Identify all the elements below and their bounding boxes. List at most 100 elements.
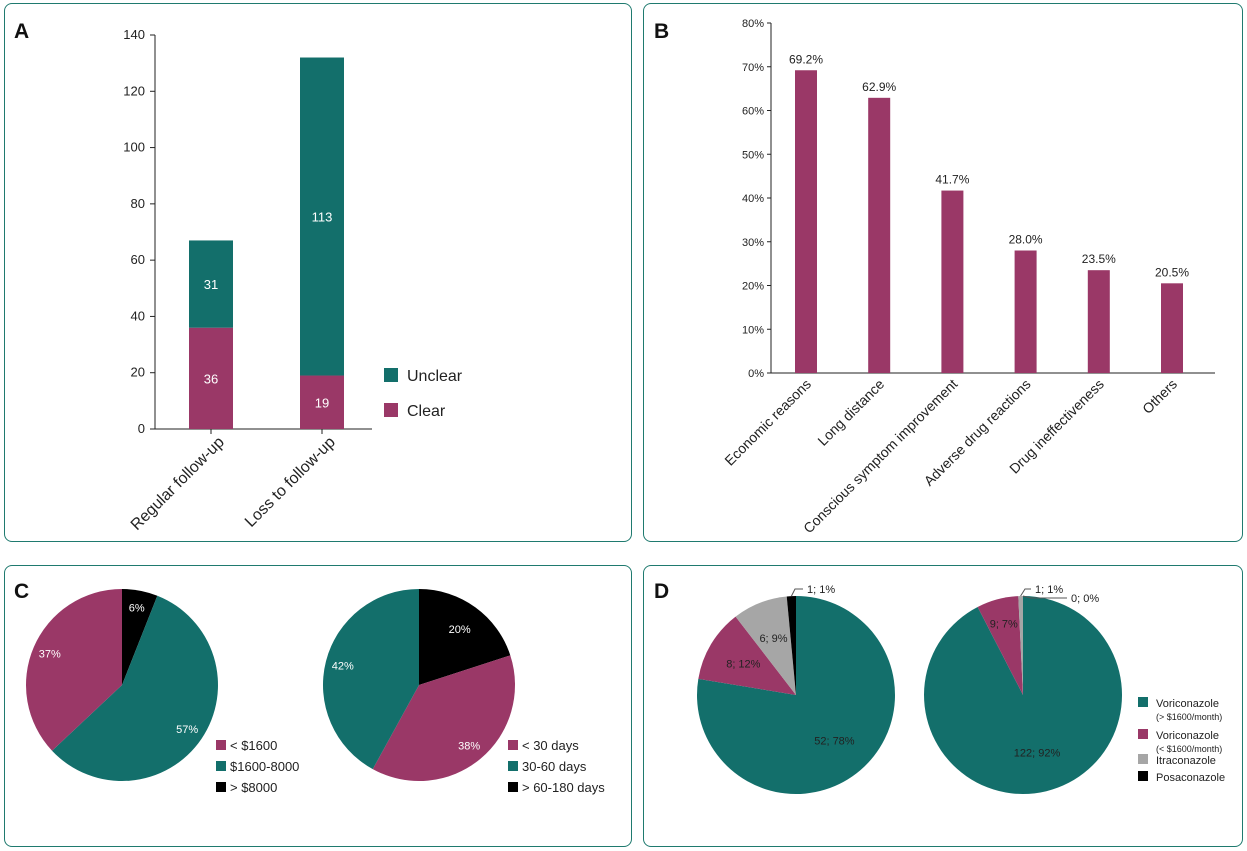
d-legend-label: Itraconazole [1156,755,1216,767]
c2-legend-swatch [508,761,518,771]
c2-slice-label: 42% [332,660,354,672]
panel-label-d: D [654,580,670,603]
a-y-tick-label: 80 [131,196,145,211]
c2-legend-label: 30-60 days [522,759,587,774]
b-y-tick-label: 70% [742,62,764,74]
a-bar-value-label: 113 [312,210,333,225]
b-x-tick-label: Conscious symptom improvement [800,376,960,536]
d1-slice [698,616,796,695]
c1-legend-label: > $8000 [230,780,277,795]
a-bar-value-label: 19 [315,395,329,410]
d2-leader-line [1020,588,1031,597]
a-y-tick-label: 120 [123,83,145,98]
a-bar-clear [300,375,344,429]
c2-slice [372,655,516,782]
d-legend-sublabel: (> $1600/month) [1156,712,1222,722]
c1-legend-label: < $1600 [230,738,277,753]
d2-leader-line [1022,595,1067,599]
c2-legend-label: > 60-180 days [522,780,605,795]
b-bar [1087,270,1110,373]
b-y-tick-label: 30% [742,237,764,249]
a-legend-swatch [384,368,398,382]
a-bar-unclear [189,240,233,328]
a-x-tick-label: Loss to follow-up [242,434,339,531]
b-y-tick-label: 60% [742,106,764,118]
d1-slice-label: 6; 9% [759,633,787,645]
a-bar-unclear [300,57,344,376]
c2-legend-label: < 30 days [522,738,579,753]
d1-slice [786,596,796,695]
b-bar [1161,283,1183,373]
b-y-tick-label: 0% [748,368,764,380]
d2-slice-label: 1; 1% [1035,584,1063,596]
b-x-tick-label: Others [1139,376,1180,417]
a-bar-clear [189,327,233,429]
b-bar-value-label: 62.9% [862,80,896,94]
c1-legend-swatch [216,782,226,792]
c1-slice [122,589,158,685]
b-bar [1014,250,1037,373]
a-y-tick-label: 20 [131,365,145,380]
b-y-tick-label: 40% [742,193,764,205]
b-y-tick-label: 20% [742,281,764,293]
c1-slice-label: 37% [39,649,61,661]
a-x-tick-label: Regular follow-up [128,434,228,534]
d-legend-sublabel: (< $1600/month) [1156,744,1222,754]
d-legend-swatch [1138,771,1148,781]
d1-slice-label: 8; 12% [726,658,760,670]
b-y-tick-label: 50% [742,149,764,161]
a-y-tick-label: 60 [131,252,145,267]
c2-slice-label: 38% [458,741,480,753]
d1-slice-label: 52; 78% [814,735,855,747]
a-bar-value-label: 31 [204,277,218,292]
d1-leader-line [790,588,803,597]
c1-legend-label: $1600-8000 [230,759,299,774]
d2-slice-label: 0; 0% [1071,593,1099,605]
c1-slice [52,595,218,781]
d-legend-swatch [1138,729,1148,739]
d2-slice-label: 9; 7% [990,618,1018,630]
b-bar-value-label: 20.5% [1155,265,1189,279]
c2-legend-swatch [508,782,518,792]
b-bar [868,97,891,373]
panel-label-b: B [654,20,670,43]
a-legend-swatch [384,403,398,417]
c1-slice-label: 6% [129,603,145,615]
b-bar-value-label: 28.0% [1009,233,1043,247]
a-legend-label: Unclear [407,368,463,385]
panel-label-c: C [14,580,30,603]
c1-slice-label: 57% [176,724,198,736]
d2-slice [924,596,1123,795]
c2-legend-swatch [508,740,518,750]
b-x-tick-label: Long distance [814,376,887,449]
b-y-tick-label: 80% [742,18,764,30]
b-x-tick-label: Economic reasons [721,376,814,469]
c1-slice [25,589,123,751]
b-bar [795,70,817,373]
c1-legend-swatch [216,761,226,771]
d-legend-label: Voriconazole [1156,698,1219,710]
a-y-tick-label: 100 [123,140,145,155]
c2-slice [322,589,419,770]
a-y-tick-label: 0 [138,421,145,436]
a-y-tick-label: 40 [131,308,145,323]
d2-slice [977,596,1023,695]
d2-slice-label: 122; 92% [1014,748,1061,760]
d-legend-swatch [1138,697,1148,707]
c2-slice-label: 20% [449,624,471,636]
c2-slice [419,589,511,685]
d1-slice [735,596,796,695]
b-bar-value-label: 23.5% [1082,252,1116,266]
d-legend-label: Voriconazole [1156,730,1219,742]
d-legend-label: Posaconazole [1156,772,1225,784]
a-legend-label: Clear [407,403,446,420]
b-bar-value-label: 69.2% [789,52,823,66]
a-bar-value-label: 36 [204,371,218,386]
d1-slice [697,596,896,795]
panel-label-a: A [14,20,30,43]
d2-slice [1018,596,1023,695]
b-bar-value-label: 41.7% [935,173,969,187]
b-y-tick-label: 10% [742,324,764,336]
d-legend-swatch [1138,754,1148,764]
